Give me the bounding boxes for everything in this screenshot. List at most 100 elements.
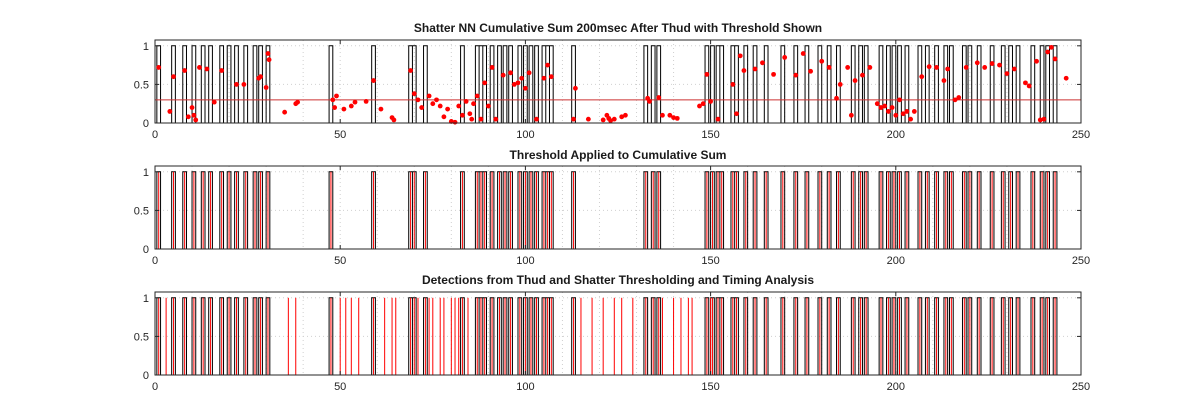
data-point — [867, 65, 873, 70]
x-tick-label: 100 — [516, 129, 534, 141]
data-point — [1052, 56, 1058, 62]
data-point — [619, 114, 625, 120]
data-point — [348, 103, 354, 109]
x-tick-label: 0 — [152, 255, 158, 267]
cumulative-sum-series — [156, 44, 1069, 125]
data-point — [341, 106, 347, 112]
data-point — [734, 111, 739, 117]
data-point — [982, 65, 988, 70]
data-point — [332, 105, 338, 110]
data-point — [800, 51, 806, 56]
plot-area — [155, 292, 1081, 375]
data-point — [674, 115, 680, 121]
y-tick-label: 1 — [143, 41, 149, 53]
data-point — [878, 105, 884, 110]
data-point — [874, 101, 880, 107]
x-tick-label: 150 — [701, 129, 719, 141]
x-tick-label: 250 — [1072, 381, 1090, 393]
y-tick-label: 0 — [143, 244, 149, 256]
data-point — [485, 103, 491, 109]
data-point — [391, 117, 397, 123]
data-point — [456, 103, 462, 109]
x-tick-label: 0 — [152, 381, 158, 393]
data-point — [295, 99, 301, 105]
data-point — [571, 116, 576, 122]
data-point — [656, 95, 662, 100]
data-point — [534, 116, 539, 122]
data-point — [741, 68, 747, 73]
data-point — [467, 111, 473, 117]
y-tick-label: 1 — [143, 167, 149, 179]
data-point — [667, 112, 673, 118]
data-point — [378, 106, 384, 112]
axes-box — [154, 39, 1082, 124]
data-point — [708, 98, 713, 104]
data-point — [997, 62, 1002, 68]
data-point — [330, 97, 336, 103]
data-point — [541, 75, 547, 81]
data-point — [182, 68, 188, 73]
data-point — [185, 114, 191, 120]
data-point — [730, 82, 736, 87]
data-point — [511, 82, 517, 87]
data-point — [623, 112, 628, 118]
data-point — [647, 98, 652, 104]
detection-series — [158, 171, 1056, 249]
data-point — [519, 75, 525, 81]
data-point — [1004, 71, 1010, 76]
data-point — [411, 91, 417, 97]
x-tick-label: 250 — [1072, 129, 1090, 141]
data-point — [1045, 49, 1051, 55]
data-point — [493, 116, 499, 122]
data-point — [474, 93, 480, 99]
data-point — [219, 68, 225, 73]
x-tick-label: 150 — [701, 381, 719, 393]
data-point — [452, 119, 458, 125]
data-point — [189, 105, 195, 110]
data-point — [548, 74, 554, 80]
data-point — [926, 64, 932, 70]
data-point — [508, 70, 513, 76]
data-point — [752, 66, 758, 72]
data-point — [156, 65, 162, 70]
data-point — [963, 65, 969, 70]
data-point — [419, 105, 425, 110]
axes-box — [154, 165, 1082, 250]
data-point — [671, 115, 676, 120]
data-point — [1026, 83, 1032, 89]
data-point — [737, 53, 743, 59]
x-tick-label: 100 — [516, 255, 534, 267]
data-point — [760, 60, 765, 66]
data-point — [900, 111, 906, 117]
chart-title: Threshold Applied to Cumulative Sum — [510, 148, 727, 162]
plot-area — [155, 166, 1081, 249]
x-tick-label: 200 — [887, 381, 905, 393]
data-point — [469, 116, 475, 122]
x-tick-label: 200 — [887, 129, 905, 141]
data-point — [258, 74, 263, 80]
data-point — [700, 101, 706, 107]
data-point — [1011, 66, 1017, 72]
data-point — [826, 65, 832, 70]
data-point — [460, 112, 465, 118]
data-point — [956, 95, 962, 100]
data-point — [204, 66, 210, 72]
data-point — [167, 109, 173, 114]
data-point — [897, 97, 902, 103]
y-tick-label: 0.5 — [134, 331, 149, 343]
data-point — [819, 58, 825, 64]
data-point — [523, 85, 528, 91]
data-point — [545, 62, 551, 68]
data-point — [526, 70, 532, 76]
y-tick-label: 0.5 — [134, 205, 149, 217]
data-point — [334, 93, 339, 99]
data-point — [441, 114, 447, 120]
data-point — [974, 60, 980, 66]
data-point — [845, 65, 851, 70]
data-point — [1041, 116, 1047, 122]
data-point — [834, 95, 839, 101]
data-point — [1023, 80, 1028, 86]
data-point — [585, 116, 591, 122]
data-point — [1063, 75, 1069, 81]
data-point — [941, 78, 947, 83]
